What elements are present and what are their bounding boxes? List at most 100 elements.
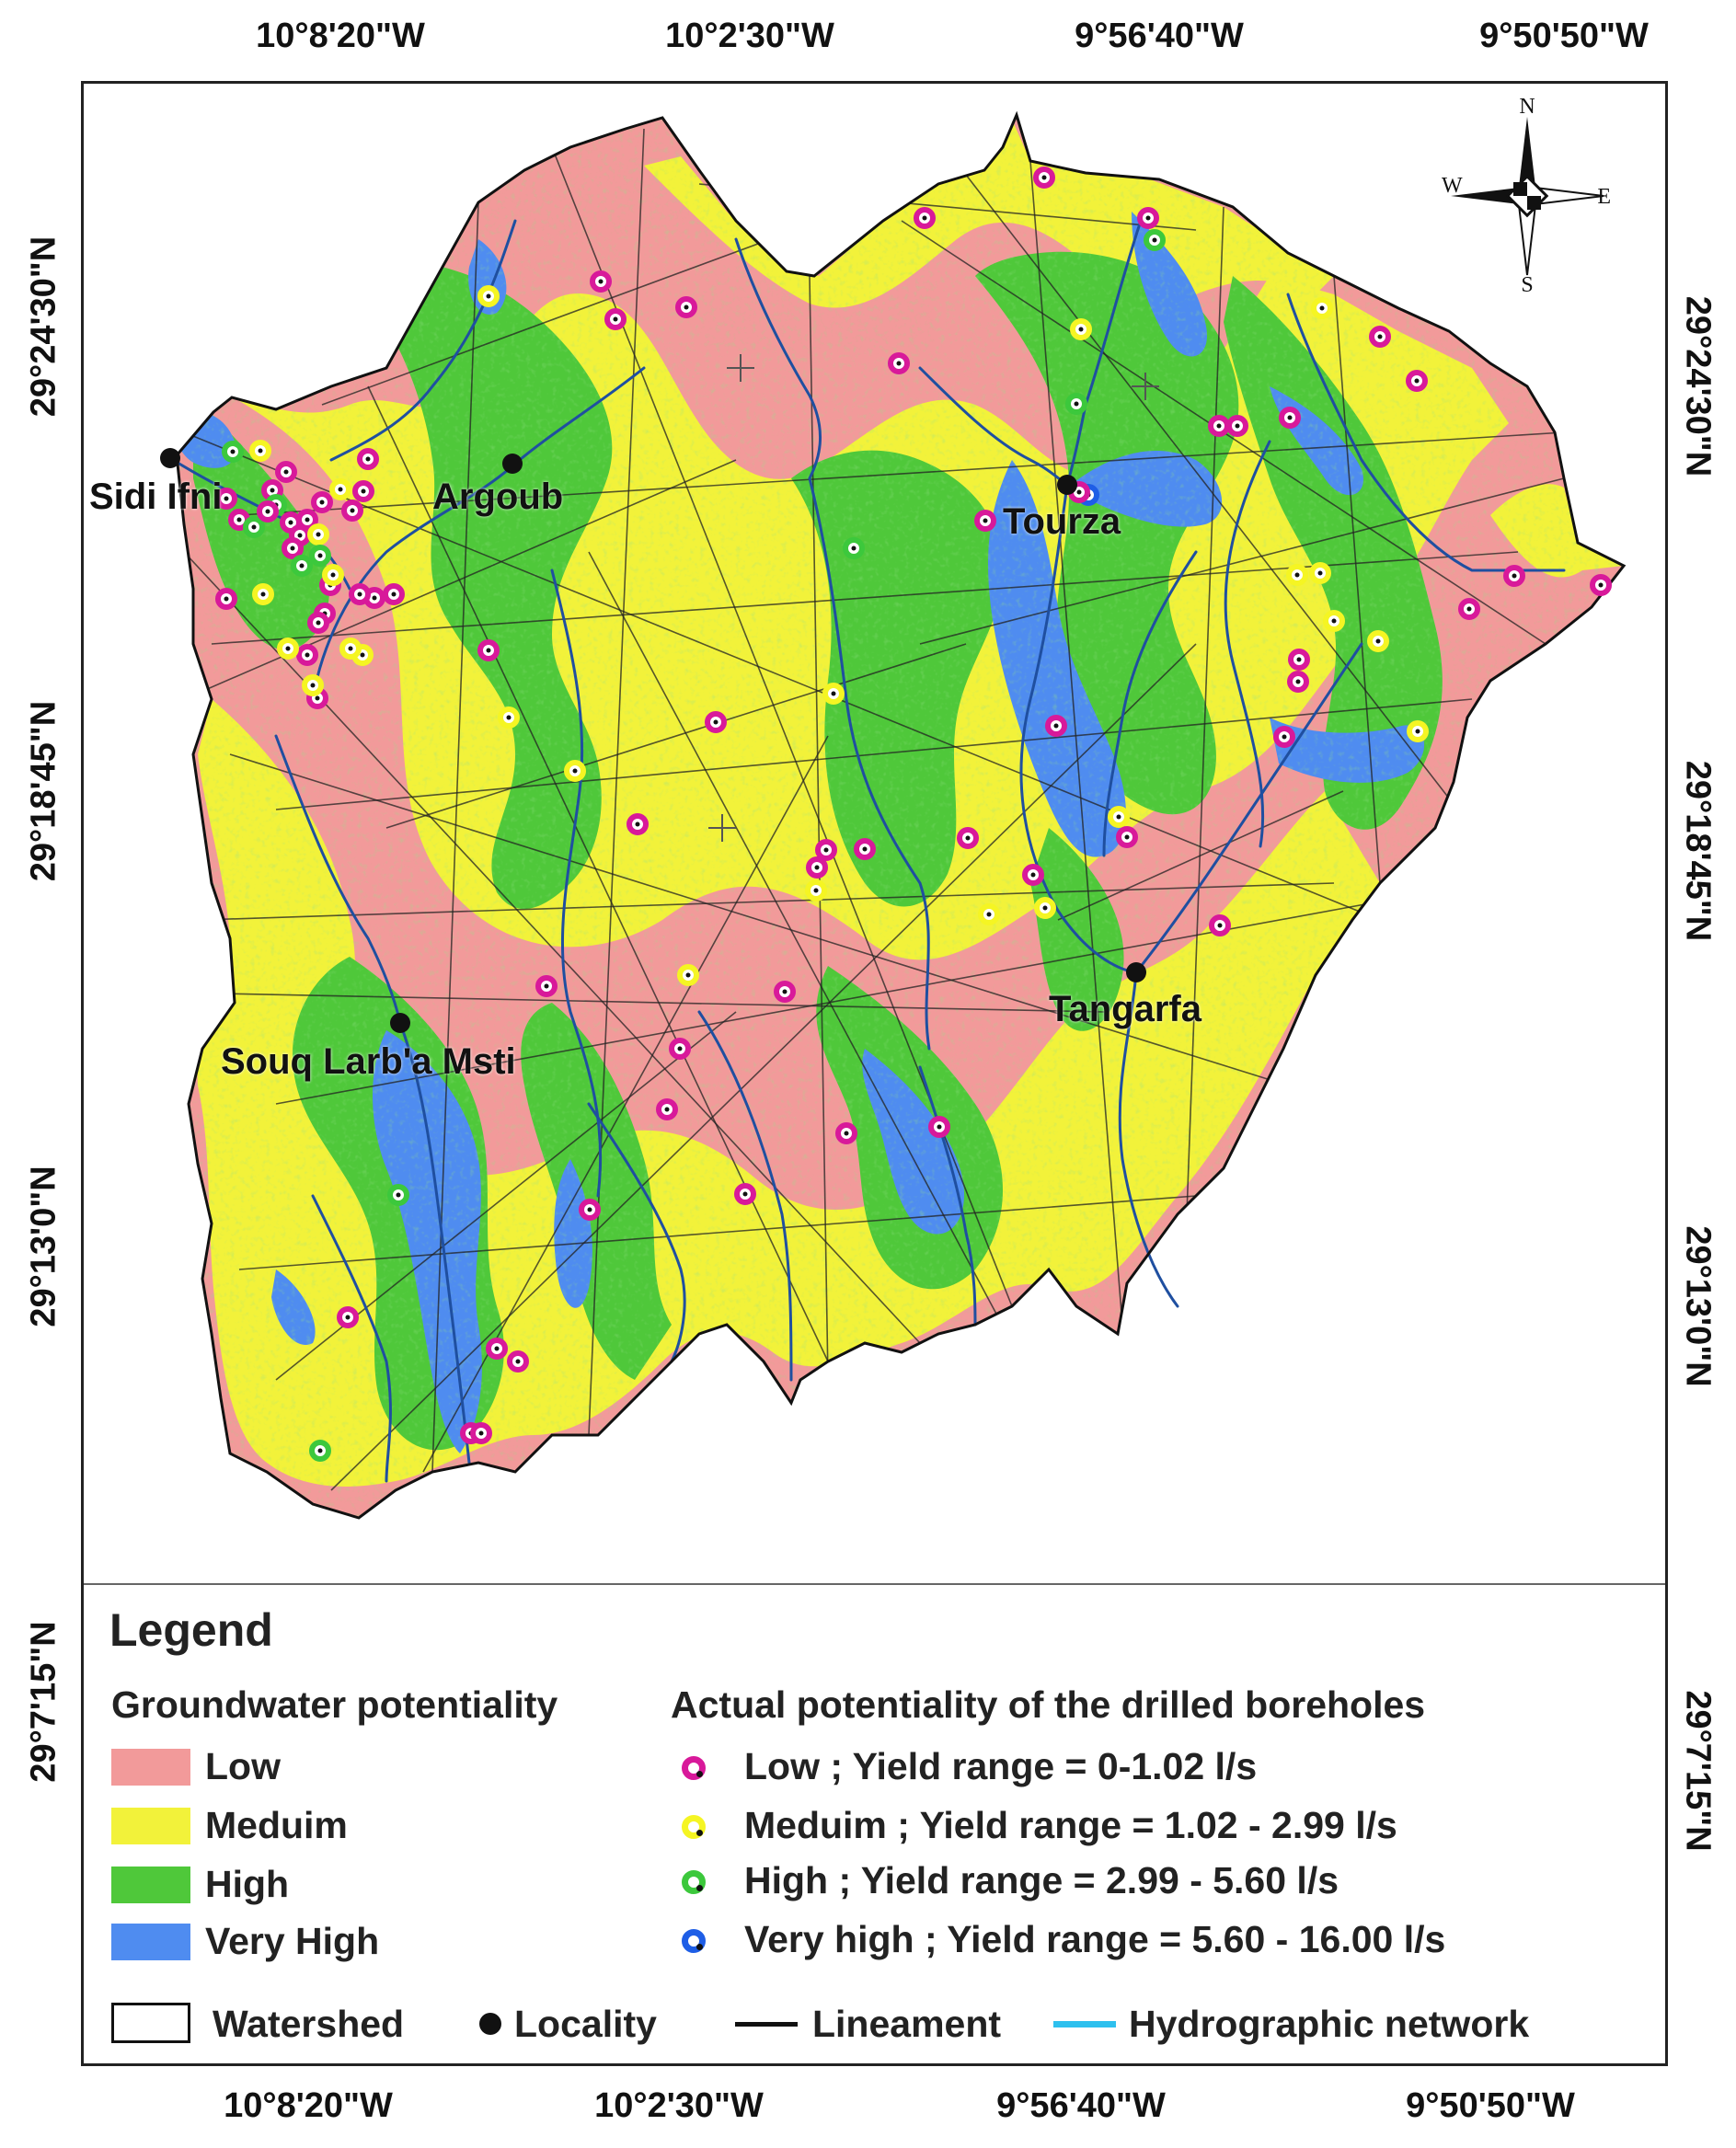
lineament bbox=[275, 698, 1473, 810]
borehole-center bbox=[1030, 872, 1036, 878]
lineament bbox=[183, 459, 737, 700]
borehole-center bbox=[635, 821, 640, 827]
borehole-center bbox=[1124, 834, 1130, 840]
borehole-center bbox=[372, 595, 377, 601]
borehole-center bbox=[290, 546, 295, 551]
borehole-center bbox=[506, 715, 512, 720]
locality-label-tangarfa: Tangarfa bbox=[1049, 989, 1201, 1029]
lineament bbox=[201, 882, 1335, 921]
borehole-center bbox=[1287, 415, 1293, 420]
stream bbox=[1134, 642, 1363, 974]
borehole-center bbox=[317, 1448, 323, 1453]
swatch-low bbox=[111, 1749, 190, 1786]
boreholes bbox=[215, 167, 1612, 1462]
borehole-center bbox=[831, 691, 836, 696]
borehole-center bbox=[1074, 401, 1079, 407]
latitude-label-left: 29°24'30"N bbox=[24, 235, 63, 418]
borehole-center bbox=[260, 592, 266, 597]
lineament bbox=[229, 753, 1289, 1086]
lineament bbox=[431, 201, 479, 1473]
stream bbox=[1065, 219, 1143, 487]
legend: Legend Groundwater potentiality Actual p… bbox=[84, 1587, 1665, 2063]
borehole-center bbox=[684, 304, 689, 310]
borehole-center bbox=[1216, 423, 1222, 429]
swatch-medium bbox=[111, 1808, 190, 1844]
swatch-very-high bbox=[111, 1924, 190, 1960]
borehole-center bbox=[1217, 923, 1223, 928]
locality-dot-tangarfa bbox=[1126, 962, 1146, 982]
borehole-center bbox=[265, 509, 270, 514]
borehole-center bbox=[572, 768, 578, 774]
borehole-center bbox=[283, 469, 289, 475]
lineament bbox=[1333, 275, 1381, 884]
lineament bbox=[588, 551, 1013, 1344]
hydro-network-symbol bbox=[1053, 2021, 1116, 2027]
north-arrow: N S E W bbox=[1440, 95, 1615, 297]
borehole-center bbox=[1317, 570, 1323, 576]
borehole-center bbox=[544, 983, 549, 989]
bh-class-very-high: Very high ; Yield range = 5.60 - 16.00 l… bbox=[744, 1918, 1446, 1960]
stream bbox=[1102, 550, 1198, 857]
borehole-center bbox=[330, 572, 336, 578]
latitude-label-right: 29°13'0"N bbox=[1678, 1225, 1718, 1387]
lineament bbox=[1029, 160, 1123, 1326]
bh-class-low: Low ; Yield range = 0-1.02 l/s bbox=[744, 1745, 1258, 1787]
compass-w: W bbox=[1442, 174, 1463, 198]
borehole-center bbox=[1414, 378, 1420, 384]
borehole-symbol-high bbox=[682, 1870, 706, 1894]
borehole-center bbox=[515, 1359, 521, 1364]
gw-heading: Groundwater potentiality bbox=[111, 1683, 558, 1726]
stream bbox=[1118, 971, 1179, 1308]
borehole-center bbox=[813, 888, 819, 893]
borehole-center bbox=[345, 1315, 351, 1320]
stream bbox=[697, 1010, 793, 1382]
borehole-center bbox=[685, 972, 691, 978]
legend-title: Legend bbox=[109, 1604, 273, 1656]
longitude-label-bottom: 9°50'50"W bbox=[1406, 2086, 1575, 2125]
locality-symbol bbox=[479, 2013, 501, 2035]
lineament bbox=[220, 993, 1105, 1013]
borehole-center bbox=[360, 652, 365, 658]
locality-dot-argoub bbox=[502, 454, 523, 474]
locality-label-sidi-ifni: Sidi Ifni bbox=[89, 477, 223, 517]
lineament bbox=[588, 128, 645, 1436]
latitude-label-right: 29°24'30"N bbox=[1678, 295, 1718, 477]
watershed-boundary bbox=[175, 110, 1627, 1520]
borehole-center bbox=[288, 520, 293, 525]
borehole-center bbox=[224, 496, 229, 501]
borehole-center bbox=[983, 518, 988, 523]
borehole-center bbox=[315, 695, 320, 701]
stream bbox=[329, 219, 517, 462]
borehole-center bbox=[587, 1207, 592, 1212]
borehole-center bbox=[365, 456, 371, 462]
bh-class-high: High ; Yield range = 2.99 - 5.60 l/s bbox=[744, 1859, 1339, 1901]
borehole-center bbox=[1466, 606, 1472, 612]
borehole-center bbox=[305, 517, 310, 523]
borehole-center bbox=[236, 517, 242, 523]
borehole-center bbox=[1415, 729, 1420, 734]
borehole-center bbox=[1078, 327, 1084, 332]
borehole-center bbox=[316, 532, 321, 537]
borehole-center bbox=[986, 912, 992, 917]
lineament bbox=[1057, 790, 1344, 921]
swatch-high bbox=[111, 1867, 190, 1903]
borehole-center bbox=[1377, 334, 1383, 339]
latitude-label-left: 29°18'45"N bbox=[24, 700, 63, 882]
map-crosshairs bbox=[708, 354, 1159, 842]
borehole-center bbox=[258, 448, 263, 454]
borehole-center bbox=[299, 563, 305, 569]
legend-locality: Locality bbox=[514, 2003, 657, 2045]
borehole-center bbox=[814, 865, 820, 870]
borehole-center bbox=[598, 279, 604, 284]
borehole-center bbox=[1282, 734, 1287, 740]
borehole-center bbox=[742, 1191, 748, 1197]
stream bbox=[1286, 293, 1566, 572]
borehole-center bbox=[1076, 489, 1082, 495]
borehole-center bbox=[922, 215, 927, 221]
latitude-label-left: 29°7'15"N bbox=[24, 1621, 63, 1783]
lineament bbox=[919, 477, 1565, 645]
lineament bbox=[330, 643, 1197, 1491]
borehole-center bbox=[230, 449, 236, 454]
stream bbox=[587, 1102, 686, 1363]
latitude-label-left: 29°13'0"N bbox=[24, 1166, 63, 1327]
